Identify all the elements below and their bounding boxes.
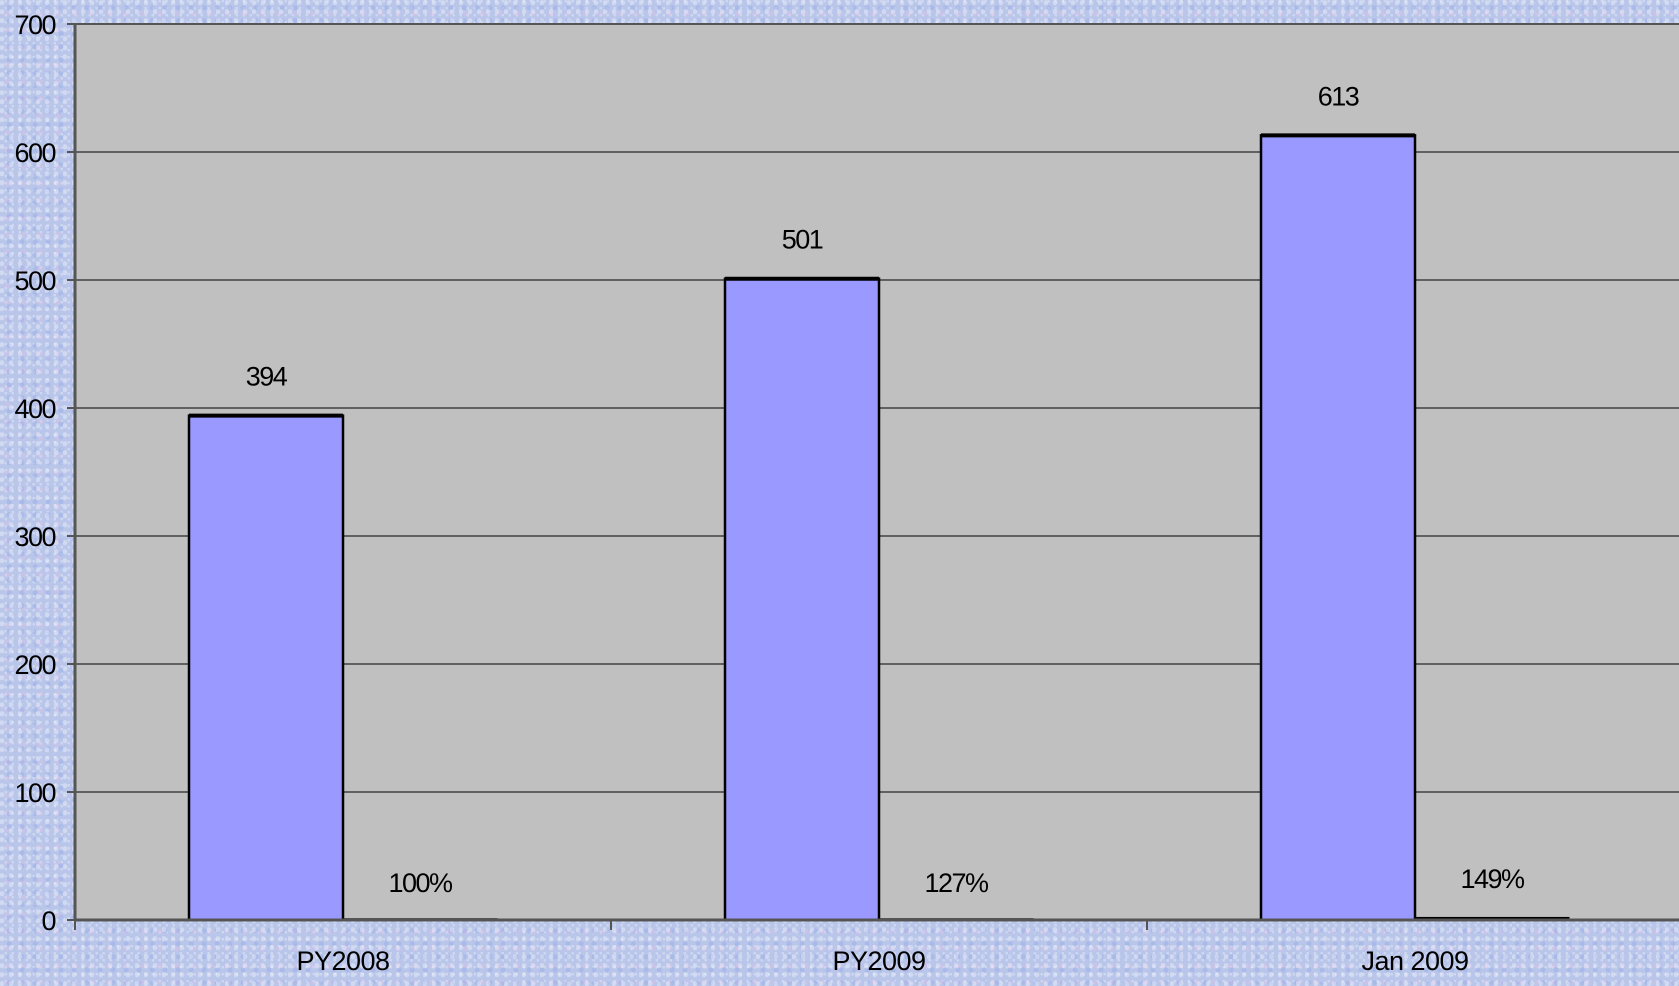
category-label: PY2008	[296, 946, 389, 976]
bar-value-label: 501	[782, 225, 823, 255]
y-tick-label: 200	[14, 650, 55, 680]
category-label: Jan 2009	[1361, 946, 1468, 976]
y-tick-label: 300	[14, 522, 55, 552]
bar-value-label: 394	[246, 362, 288, 392]
bar	[187, 414, 345, 922]
y-tick-label: 500	[14, 266, 55, 296]
y-tick-label: 0	[41, 906, 55, 936]
y-tick-label: 400	[14, 394, 55, 424]
bar	[1259, 134, 1417, 922]
y-tick-label: 700	[14, 10, 55, 40]
bar	[723, 277, 881, 922]
bars	[187, 133, 1570, 922]
data-labels: 394 100% 501 127% 613 149%	[246, 81, 1527, 898]
ratio-label: 127%	[924, 868, 989, 898]
axes	[67, 23, 1679, 930]
category-labels: PY2008 PY2009 Jan 2009	[296, 946, 1469, 976]
ratio-label: 149%	[1460, 864, 1525, 894]
y-tick-label: 600	[14, 138, 55, 168]
y-tick-label: 100	[14, 778, 55, 808]
ratio-label: 100%	[388, 868, 453, 898]
bar-value-label: 613	[1318, 81, 1359, 111]
y-tick-labels: 0 100 200 300 400 500 600 700	[14, 10, 57, 936]
category-label: PY2009	[832, 946, 925, 976]
